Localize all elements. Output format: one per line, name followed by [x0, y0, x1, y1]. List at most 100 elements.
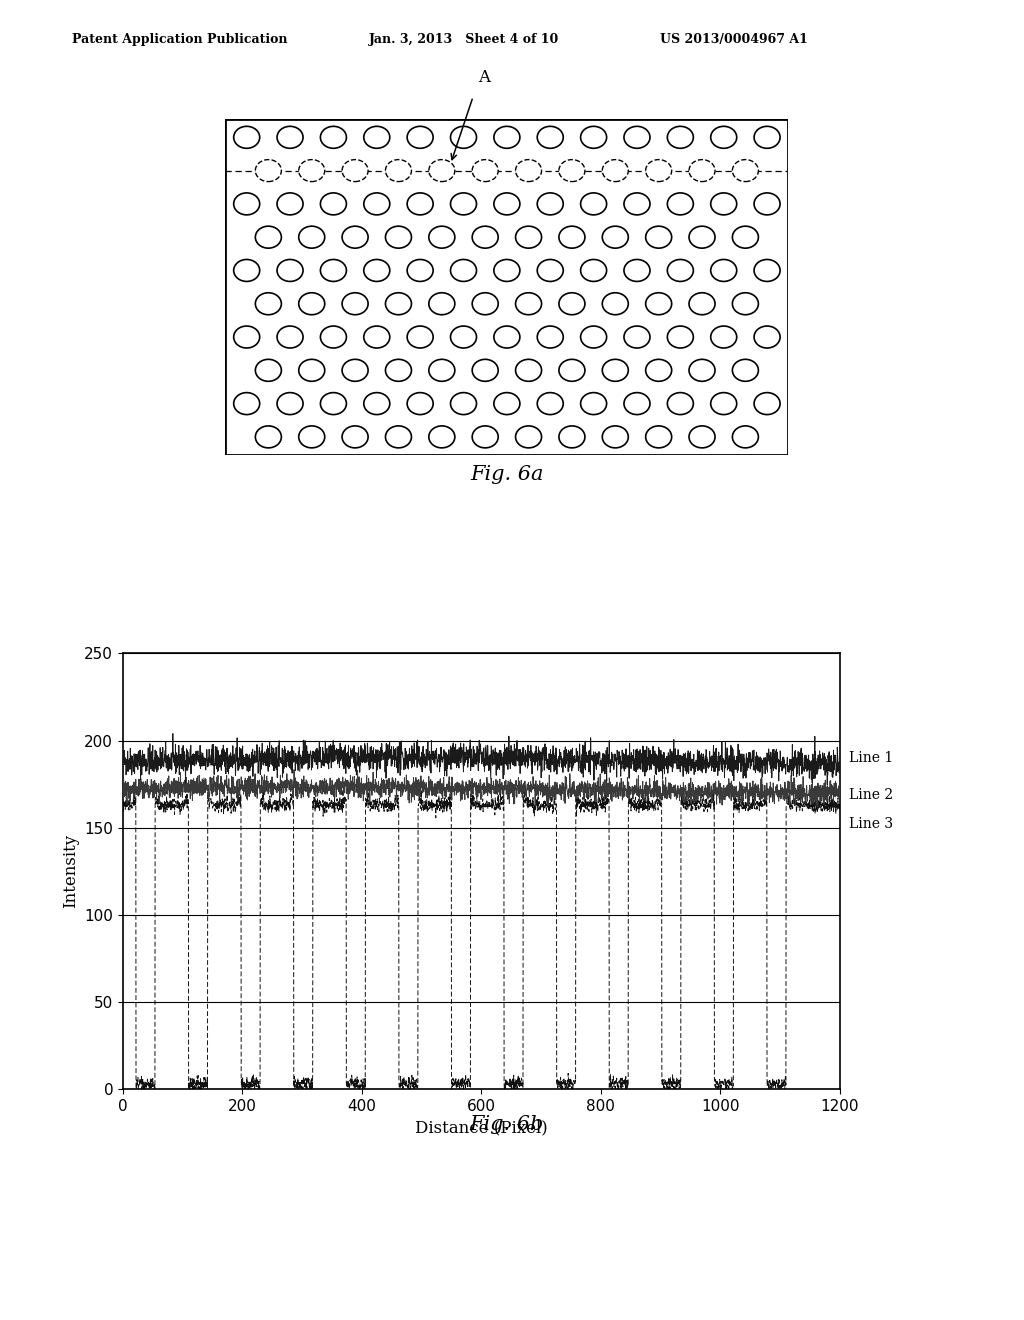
Ellipse shape	[689, 359, 715, 381]
Ellipse shape	[299, 226, 325, 248]
Ellipse shape	[472, 226, 499, 248]
Ellipse shape	[689, 426, 715, 447]
Text: US 2013/0004967 A1: US 2013/0004967 A1	[660, 33, 808, 46]
Ellipse shape	[429, 293, 455, 314]
Ellipse shape	[255, 426, 282, 447]
Ellipse shape	[559, 293, 585, 314]
Ellipse shape	[624, 260, 650, 281]
Ellipse shape	[494, 260, 520, 281]
Ellipse shape	[581, 326, 606, 348]
Ellipse shape	[429, 359, 455, 381]
Ellipse shape	[451, 260, 476, 281]
Ellipse shape	[732, 160, 759, 182]
Ellipse shape	[732, 359, 759, 381]
Ellipse shape	[364, 392, 390, 414]
Ellipse shape	[515, 293, 542, 314]
Ellipse shape	[538, 392, 563, 414]
Ellipse shape	[408, 326, 433, 348]
Ellipse shape	[602, 293, 629, 314]
Ellipse shape	[624, 127, 650, 148]
Ellipse shape	[299, 426, 325, 447]
Ellipse shape	[364, 127, 390, 148]
Ellipse shape	[233, 326, 260, 348]
Ellipse shape	[342, 359, 368, 381]
Ellipse shape	[408, 127, 433, 148]
Ellipse shape	[429, 226, 455, 248]
Ellipse shape	[299, 359, 325, 381]
Ellipse shape	[278, 326, 303, 348]
Ellipse shape	[429, 160, 455, 182]
Ellipse shape	[451, 193, 476, 215]
Text: Patent Application Publication: Patent Application Publication	[72, 33, 287, 46]
Ellipse shape	[515, 359, 542, 381]
Ellipse shape	[602, 426, 629, 447]
Ellipse shape	[711, 127, 736, 148]
Ellipse shape	[278, 392, 303, 414]
Ellipse shape	[581, 127, 606, 148]
Ellipse shape	[602, 160, 629, 182]
X-axis label: Distance (Pixel): Distance (Pixel)	[415, 1119, 548, 1137]
Ellipse shape	[408, 193, 433, 215]
Ellipse shape	[255, 160, 282, 182]
Ellipse shape	[321, 127, 346, 148]
Text: Fig. 6b: Fig. 6b	[470, 1115, 544, 1134]
Ellipse shape	[278, 193, 303, 215]
Ellipse shape	[364, 193, 390, 215]
Ellipse shape	[754, 260, 780, 281]
Ellipse shape	[754, 326, 780, 348]
Ellipse shape	[385, 226, 412, 248]
Ellipse shape	[646, 226, 672, 248]
Ellipse shape	[472, 359, 499, 381]
Ellipse shape	[559, 160, 585, 182]
Ellipse shape	[408, 392, 433, 414]
Text: Line 2: Line 2	[849, 788, 893, 801]
Ellipse shape	[581, 260, 606, 281]
Ellipse shape	[321, 260, 346, 281]
Ellipse shape	[342, 226, 368, 248]
Ellipse shape	[624, 326, 650, 348]
Ellipse shape	[711, 326, 736, 348]
Y-axis label: Intensity: Intensity	[61, 834, 79, 908]
Ellipse shape	[299, 293, 325, 314]
Ellipse shape	[559, 359, 585, 381]
Ellipse shape	[732, 293, 759, 314]
Ellipse shape	[624, 392, 650, 414]
Ellipse shape	[668, 260, 693, 281]
Ellipse shape	[472, 426, 499, 447]
Ellipse shape	[515, 226, 542, 248]
Ellipse shape	[538, 326, 563, 348]
Text: Line 1: Line 1	[849, 751, 893, 766]
Ellipse shape	[711, 260, 736, 281]
Ellipse shape	[451, 392, 476, 414]
Ellipse shape	[385, 293, 412, 314]
Text: Fig. 6a: Fig. 6a	[470, 465, 544, 483]
Ellipse shape	[233, 127, 260, 148]
Ellipse shape	[233, 260, 260, 281]
Ellipse shape	[342, 293, 368, 314]
Ellipse shape	[451, 326, 476, 348]
Ellipse shape	[668, 392, 693, 414]
Ellipse shape	[624, 193, 650, 215]
Ellipse shape	[494, 326, 520, 348]
Ellipse shape	[385, 359, 412, 381]
Ellipse shape	[472, 160, 499, 182]
Ellipse shape	[385, 426, 412, 447]
Ellipse shape	[602, 226, 629, 248]
Ellipse shape	[732, 226, 759, 248]
Ellipse shape	[538, 127, 563, 148]
Ellipse shape	[342, 426, 368, 447]
Ellipse shape	[689, 226, 715, 248]
Ellipse shape	[494, 127, 520, 148]
Ellipse shape	[494, 193, 520, 215]
Ellipse shape	[385, 160, 412, 182]
Ellipse shape	[646, 426, 672, 447]
Ellipse shape	[581, 193, 606, 215]
Ellipse shape	[255, 293, 282, 314]
Text: Line 3: Line 3	[849, 817, 893, 832]
Ellipse shape	[233, 193, 260, 215]
Ellipse shape	[278, 260, 303, 281]
Ellipse shape	[472, 293, 499, 314]
Ellipse shape	[559, 226, 585, 248]
Ellipse shape	[646, 293, 672, 314]
Ellipse shape	[689, 293, 715, 314]
